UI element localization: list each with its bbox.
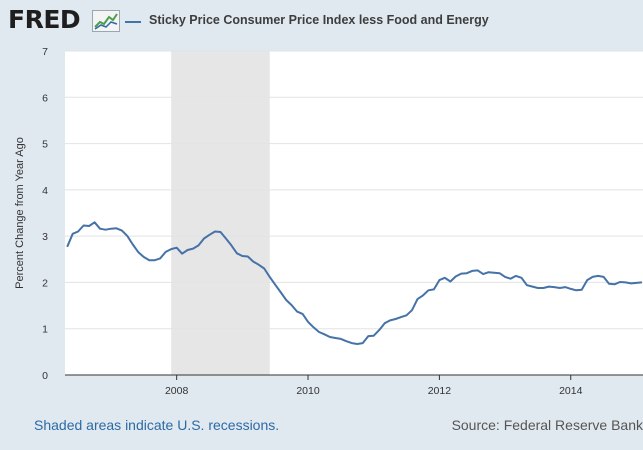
series-group bbox=[66, 221, 642, 345]
x-tick-label: 2012 bbox=[428, 385, 452, 397]
y-tick-label: 3 bbox=[42, 231, 48, 243]
y-tick-label: 2 bbox=[42, 277, 48, 289]
y-tick-label: 0 bbox=[42, 370, 48, 382]
fred-chart-icon bbox=[92, 10, 120, 32]
gridlines bbox=[65, 50, 643, 330]
series-line bbox=[66, 221, 642, 345]
source-note: Source: Federal Reserve Bank bbox=[451, 417, 643, 433]
y-tick-label: 5 bbox=[42, 139, 48, 151]
fred-logo[interactable]: FRED bbox=[8, 5, 81, 34]
legend-line-swatch bbox=[125, 21, 141, 23]
legend-series-label: Sticky Price Consumer Price Index less F… bbox=[149, 13, 489, 27]
recession-band bbox=[171, 51, 270, 375]
y-axis-ticks: 0 1 2 3 4 5 6 7 bbox=[42, 46, 48, 382]
y-tick-label: 1 bbox=[42, 324, 48, 336]
x-axis-ticks: 2008 2010 2012 2014 bbox=[165, 375, 583, 397]
y-tick-label: 6 bbox=[42, 92, 48, 104]
y-tick-label: 4 bbox=[42, 185, 48, 197]
chart-header: FRED Sticky Price Consumer Price Index l… bbox=[8, 6, 643, 36]
x-tick-label: 2008 bbox=[165, 385, 189, 397]
y-axis-title: Percent Change from Year Ago bbox=[14, 137, 26, 289]
recession-note: Shaded areas indicate U.S. recessions. bbox=[34, 417, 280, 433]
y-tick-label: 7 bbox=[42, 46, 48, 58]
x-tick-label: 2014 bbox=[559, 385, 583, 397]
x-tick-label: 2010 bbox=[296, 385, 320, 397]
plot-area bbox=[65, 51, 643, 375]
recession-shading bbox=[171, 51, 270, 375]
